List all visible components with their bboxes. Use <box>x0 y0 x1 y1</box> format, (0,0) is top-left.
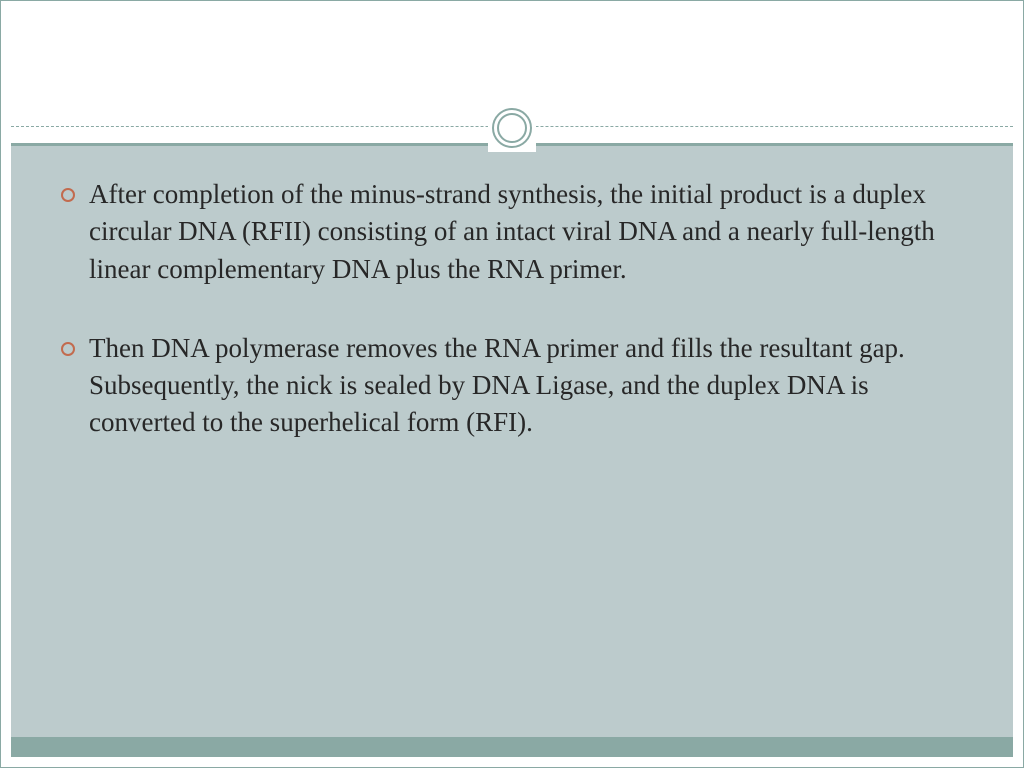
footer-accent-bar <box>11 737 1013 757</box>
bullet-list: After completion of the minus-strand syn… <box>61 176 981 442</box>
circle-ornament-icon <box>488 104 536 152</box>
list-item: After completion of the minus-strand syn… <box>61 176 981 288</box>
presentation-slide: After completion of the minus-strand syn… <box>0 0 1024 768</box>
list-item: Then DNA polymerase removes the RNA prim… <box>61 330 981 442</box>
slide-content-area: After completion of the minus-strand syn… <box>11 146 1013 737</box>
